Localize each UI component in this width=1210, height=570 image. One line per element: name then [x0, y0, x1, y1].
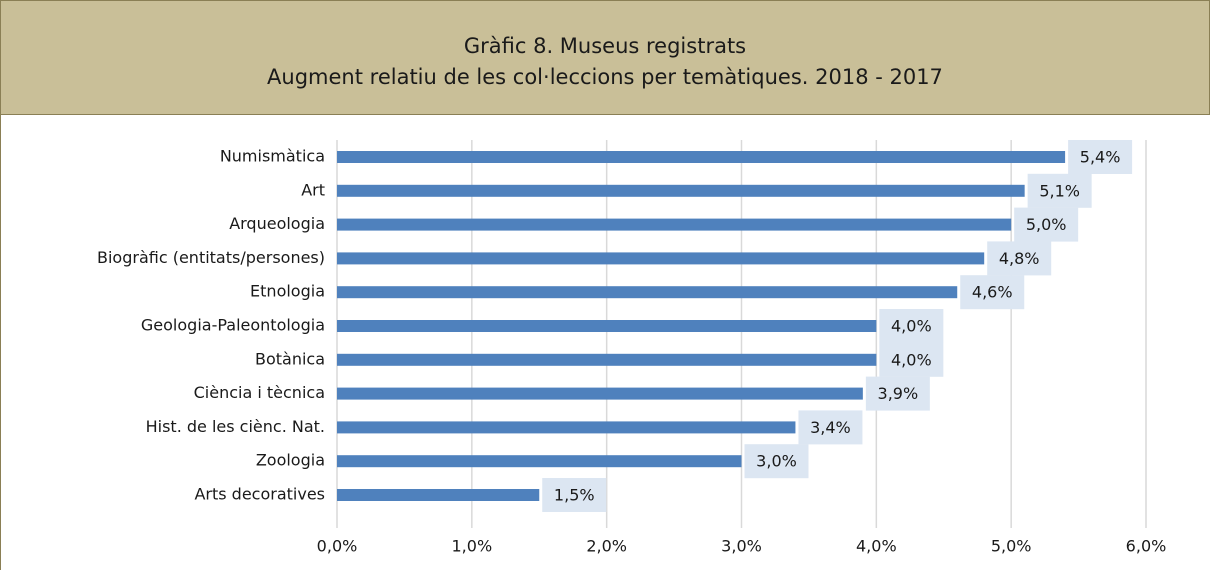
value-label-box: [1027, 173, 1092, 208]
bar: [337, 151, 1066, 163]
y-tick-label: Arqueologia: [229, 214, 325, 233]
x-tick-label: 1,0%: [452, 537, 493, 556]
value-label: 4,0%: [891, 317, 932, 336]
x-tick-label: 2,0%: [586, 537, 627, 556]
value-label: 5,0%: [1026, 215, 1067, 234]
y-tick-label: Etnologia: [250, 282, 325, 301]
bar: [337, 320, 877, 332]
y-tick-label: Botànica: [255, 349, 325, 368]
x-tick-label: 0,0%: [317, 537, 358, 556]
value-label: 5,4%: [1080, 148, 1121, 167]
y-tick-label: Ciència i tècnica: [194, 383, 325, 402]
value-label: 1,5%: [554, 486, 595, 505]
y-tick-label: Hist. de les ciènc. Nat.: [146, 417, 325, 436]
bar: [337, 489, 540, 501]
value-label: 5,1%: [1039, 181, 1080, 200]
y-tick-label: Biogràfic (entitats/persones): [97, 248, 325, 267]
bar: [337, 218, 1012, 231]
bar: [337, 421, 796, 434]
x-tick-label: 6,0%: [1126, 537, 1167, 556]
bar: [337, 286, 958, 299]
value-label: 4,0%: [891, 350, 932, 369]
bar: [337, 353, 877, 366]
y-tick-label: Art: [301, 180, 325, 199]
value-label-box: [960, 275, 1025, 310]
y-tick-label: Geologia-Paleontologia: [141, 316, 325, 335]
bar: [337, 387, 863, 400]
value-label-box: [542, 478, 607, 512]
value-label-box: [744, 444, 809, 479]
y-tick-label: Arts decoratives: [194, 485, 325, 504]
x-tick-label: 5,0%: [991, 537, 1032, 556]
value-label-box: [879, 342, 944, 377]
value-label: 4,8%: [999, 249, 1040, 268]
bar: [337, 252, 985, 265]
chart-subtitle: Augment relatiu de les col·leccions per …: [267, 65, 943, 89]
x-tick-label: 3,0%: [721, 537, 762, 556]
x-tick-label: 4,0%: [856, 537, 897, 556]
value-label-box: [865, 376, 930, 411]
value-label: 3,0%: [756, 452, 797, 471]
chart-title: Gràfic 8. Museus registrats: [464, 34, 746, 58]
value-label-box: [1014, 207, 1079, 242]
bar: [337, 184, 1025, 197]
header-band: [0, 0, 1210, 115]
value-label-box: [879, 309, 944, 343]
value-label: 3,4%: [810, 418, 851, 437]
value-label-box: [1068, 140, 1133, 174]
value-label-box: [987, 241, 1052, 276]
value-label: 4,6%: [972, 283, 1013, 302]
value-label: 3,9%: [878, 384, 919, 403]
value-label-box: [798, 410, 863, 445]
bar: [337, 455, 742, 468]
y-tick-label: Zoologia: [256, 451, 325, 470]
y-tick-label: Numismàtica: [220, 147, 325, 166]
